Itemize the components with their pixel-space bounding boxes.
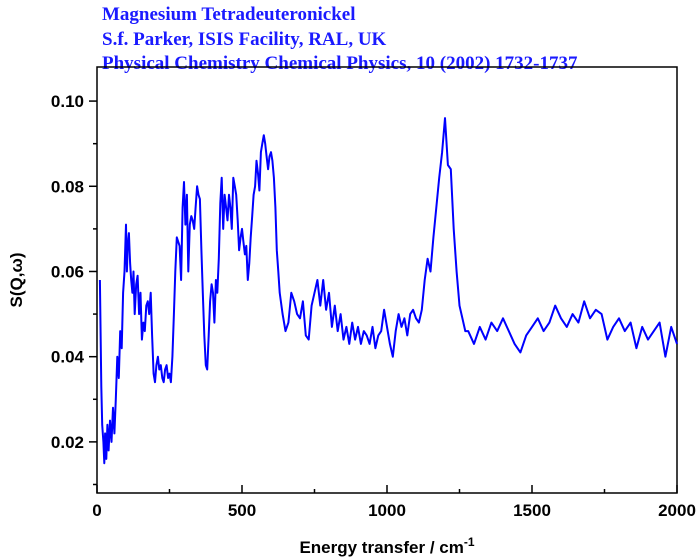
y-axis-title: S(Q,ω) [7,253,26,308]
x-tick-label: 2000 [658,501,696,520]
x-tick-label: 1500 [513,501,551,520]
x-tick-label: 1000 [368,501,406,520]
chart-annotations: Magnesium Tetradeuteronickel S.f. Parker… [102,4,578,74]
y-tick-label: 0.04 [51,348,85,367]
annotation-compound: Magnesium Tetradeuteronickel [102,4,356,25]
x-axis-ticks [96,485,678,493]
series-line [98,117,678,465]
y-axis-ticks [89,100,97,486]
x-axis-tick-labels: 0 500 1000 1500 2000 [92,501,696,520]
plot-frame [96,66,678,494]
y-axis-tick-labels: 0.02 0.04 0.06 0.08 0.10 [51,92,85,452]
x-axis-title-text: Energy transfer / cm [299,538,463,557]
y-tick-label: 0.10 [51,92,84,111]
y-tick-label: 0.06 [51,262,84,281]
y-tick-label: 0.08 [51,177,84,196]
x-tick-label: 500 [228,501,256,520]
y-tick-label: 0.02 [51,433,84,452]
x-axis-title-superscript: -1 [464,535,475,549]
x-axis-title: Energy transfer / cm-1 [299,535,474,557]
x-tick-label: 0 [92,501,101,520]
annotation-author: S.f. Parker, ISIS Facility, RAL, UK [102,29,387,50]
annotation-reference: Physical Chemistry Chemical Physics, 10 … [102,53,578,74]
